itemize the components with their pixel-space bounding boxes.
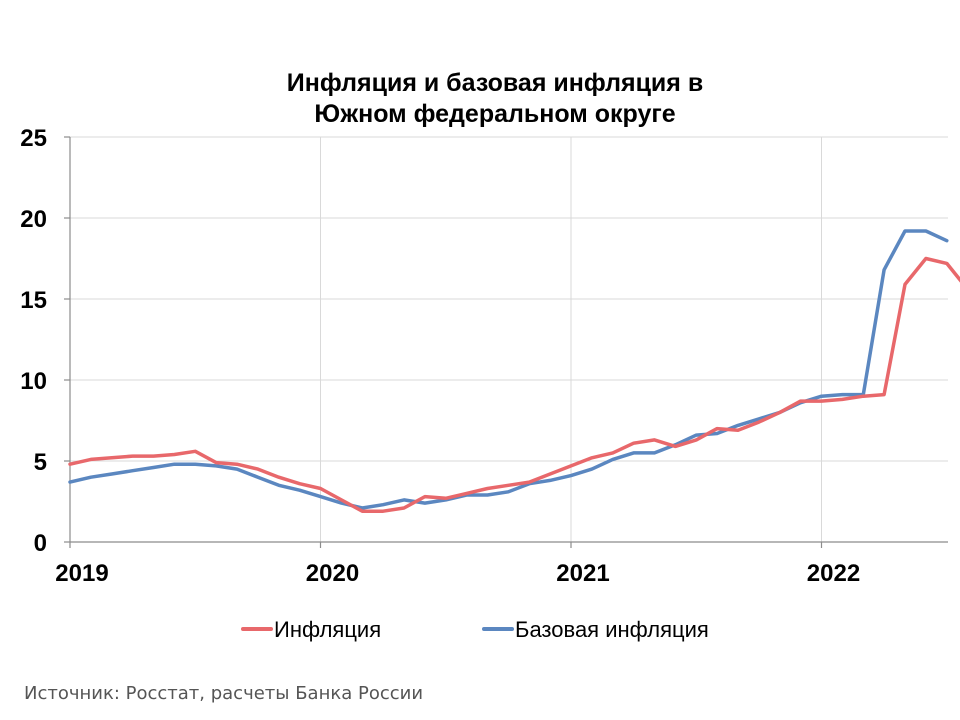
y-tick-label: 10 [20,368,47,395]
x-tick-label: 2019 [55,560,108,587]
series-line-core-inflation [68,229,949,510]
series-line-inflation [68,256,960,513]
y-tick-label: 20 [20,206,47,233]
y-tick-label: 25 [20,125,47,152]
legend-label-core-inflation: Базовая инфляция [515,617,709,642]
axes [64,136,948,548]
chart-title-line-2: Южном федеральном округе [314,100,675,128]
y-tick-label: 0 [34,530,47,557]
source-note: Источник: Росстат, расчеты Банка России [24,683,423,704]
chart-title: Инфляция и базовая инфляция в Южном феде… [287,69,703,128]
x-tick-label: 2022 [807,560,860,587]
legend-label-inflation: Инфляция [274,617,381,642]
y-tick-label: 5 [34,449,47,476]
gridlines [70,136,948,542]
legend: Инфляция Базовая инфляция [241,617,709,642]
x-tick-label: 2020 [306,560,359,587]
series-lines [68,229,960,513]
y-tick-label: 15 [20,287,47,314]
y-axis-tick-labels: 0 5 10 15 20 25 [20,125,47,557]
x-tick-label: 2021 [556,560,609,587]
chart-title-line-1: Инфляция и базовая инфляция в [287,69,703,97]
x-axis-tick-labels: 2019 2020 2021 2022 [55,560,860,587]
